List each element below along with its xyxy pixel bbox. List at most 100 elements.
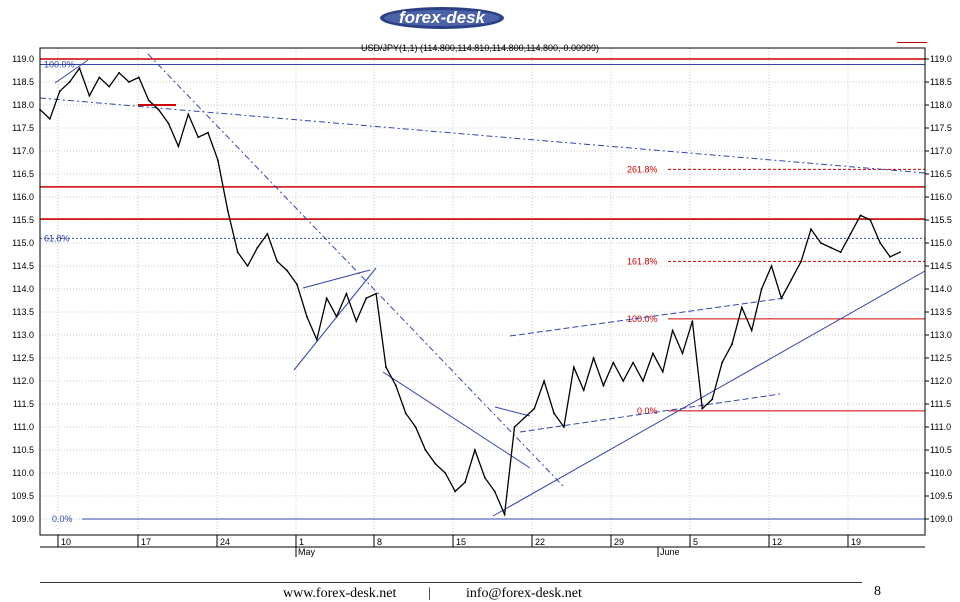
price-point [207,131,209,134]
trendline [492,270,926,517]
trendline [519,393,781,433]
price-point [365,297,368,300]
x-tick-label: 8 [377,537,382,547]
price-point [276,260,279,263]
price-point [553,412,555,415]
price-point [464,481,466,484]
price-point [632,361,635,364]
price-point [651,352,654,355]
price-point [98,76,101,79]
y-tick-right: 113.5 [930,307,952,317]
price-point [355,320,358,323]
y-tick-right: 114.0 [930,284,952,294]
price-point [167,122,170,125]
price-point [296,283,298,286]
price-point [800,260,803,263]
y-tick-right: 117.0 [930,146,952,156]
price-point [889,255,892,258]
y-tick-left: 113.0 [12,330,34,340]
y-tick-right: 110.5 [930,445,952,455]
price-point [266,232,269,235]
y-tick-right: 116.0 [930,192,952,202]
y-tick-left: 111.5 [13,399,34,409]
price-point [286,269,289,272]
y-tick-left: 119.0 [12,54,34,64]
price-point [197,136,200,139]
fib-level-label: 0.0% [52,514,73,524]
y-tick-right: 109.5 [930,491,953,501]
price-point [780,297,783,300]
price-point [434,462,437,465]
price-point [217,159,219,162]
price-point [414,426,417,428]
footer-divider [40,582,862,583]
price-point [701,407,704,410]
trendline [302,269,371,289]
price-point [483,476,486,479]
price-point [760,288,763,290]
price-point [88,94,91,97]
price-point [177,145,180,148]
price-point [879,242,882,244]
y-tick-right: 110.0 [930,468,952,478]
price-point [128,81,130,83]
footer: www.forex-desk.net | info@forex-desk.net [0,586,960,602]
y-tick-right: 116.5 [930,169,952,179]
y-tick-right: 115.0 [930,238,952,248]
price-point [474,449,476,451]
y-tick-left: 118.0 [12,100,34,110]
y-tick-left: 116.5 [12,169,34,179]
trendline [509,297,786,337]
grid-layer [40,48,925,535]
price-point [563,426,565,428]
trendlines [39,53,926,517]
y-tick-right: 117.5 [930,123,952,133]
y-tick-left: 112.5 [12,353,34,363]
y-tick-left: 117.5 [12,123,34,133]
y-tick-left: 112.0 [12,376,34,386]
y-tick-left: 117.0 [12,146,34,156]
y-tick-right: 115.5 [930,215,952,225]
x-tick-label: 10 [61,537,71,547]
x-tick-label: 24 [220,537,230,547]
reference-lines: 100.0% 61.8% 0.0% 261.8% 161.8% 100.0% 0.0% [40,58,925,524]
price-point [137,76,140,79]
fib-extension-label: 161.8% [627,256,658,266]
page-number: 8 [874,584,881,599]
price-point [642,380,644,382]
price-point [394,384,397,387]
footer-separator: | [428,586,431,601]
price-series [39,66,901,517]
logo-swoosh-icon [380,7,504,29]
footer-website-link[interactable]: www.forex-desk.net [283,586,397,601]
fib-level-label: 100.0% [44,60,75,70]
month-label: May [298,547,316,557]
fib-extension-label: 261.8% [627,164,658,174]
price-point [721,361,723,364]
chart-title: USD/JPY(1,1) (114.800,114.810,114.800,11… [361,43,599,53]
y-tick-left: 118.5 [12,77,34,87]
price-point [335,315,338,318]
price-point [503,513,506,516]
price-point [325,297,328,300]
price-point [58,90,61,93]
trendline [54,59,89,84]
price-point [681,352,684,355]
price-point [108,85,111,88]
y-tick-right: 111.5 [930,399,951,409]
trendline [39,97,926,174]
trendline [293,267,377,371]
price-point [48,117,51,120]
x-tick-label: 17 [141,537,151,547]
price-point [236,251,239,254]
price-point [582,389,585,392]
y-tick-left: 109.0 [11,514,34,524]
price-point [424,449,427,451]
forex-desk-logo: forex-desk [378,6,506,30]
price-point [820,242,822,244]
y-tick-left: 111.0 [13,422,34,432]
footer-email-link[interactable]: info@forex-desk.net [466,586,582,601]
y-tick-right: 114.5 [930,261,952,271]
price-point [78,67,81,70]
y-tick-right: 109.0 [930,514,953,524]
